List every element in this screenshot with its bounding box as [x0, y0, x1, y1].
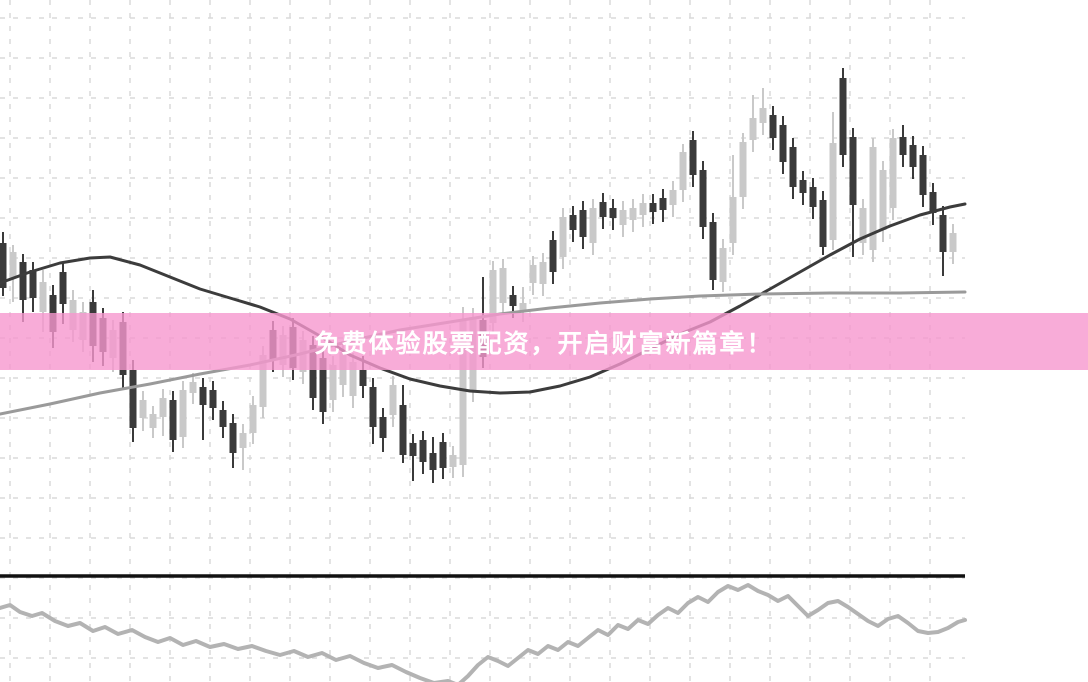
ma-dark-line [0, 202, 967, 395]
indicator-layer [0, 583, 967, 682]
promo-banner[interactable]: 免费体验股票配资，开启财富新篇章！ [0, 313, 1088, 370]
candles-layer [0, 68, 957, 483]
promo-banner-text: 免费体验股票配资，开启财富新篇章！ [314, 329, 774, 358]
